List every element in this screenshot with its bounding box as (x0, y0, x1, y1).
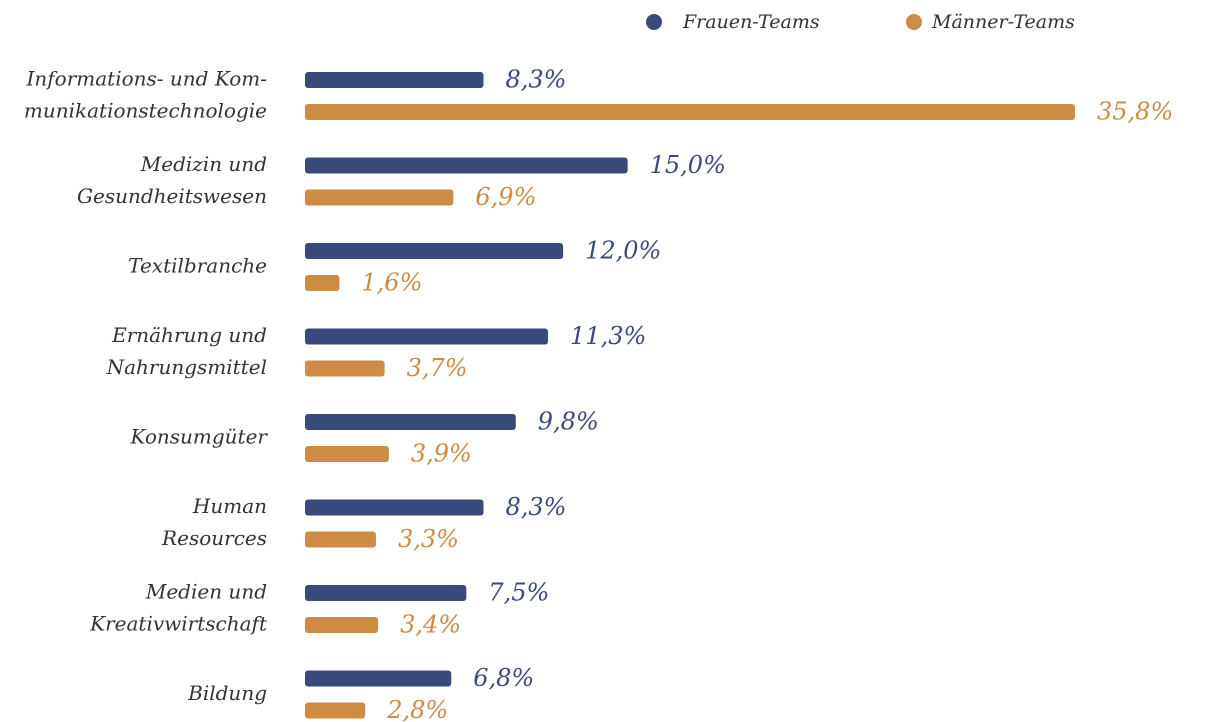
bar (305, 189, 454, 206)
value-label: 15,0% (650, 151, 726, 179)
bar (305, 72, 484, 88)
bar (305, 275, 340, 291)
value-label: 3,4% (400, 611, 461, 639)
bar (305, 702, 366, 719)
category-label: Gesundheitswesen (77, 184, 267, 208)
category-label: Human (192, 494, 267, 518)
bar (305, 617, 379, 633)
value-label: 3,3% (398, 525, 459, 553)
legend-marker (646, 14, 662, 30)
bar (305, 104, 1075, 120)
category-label: Kreativwirtschaft (89, 612, 268, 636)
category-label: Medizin und (140, 152, 267, 176)
value-label: 3,7% (407, 354, 468, 382)
value-label: 2,8% (386, 696, 448, 722)
legend-label: Frauen-Teams (682, 11, 820, 33)
legend-marker (906, 14, 922, 30)
bar (305, 243, 564, 259)
value-label: 8,3% (506, 493, 567, 521)
value-label: 3,9% (411, 440, 472, 468)
value-label: 6,9% (475, 183, 536, 211)
value-label: 7,5% (488, 579, 549, 607)
category-label: Informations- und Kom- (26, 67, 268, 91)
bar (305, 157, 628, 174)
bar (305, 360, 385, 377)
category-label: Resources (161, 526, 267, 550)
bar (305, 446, 389, 462)
category-label: Konsumgüter (129, 425, 268, 449)
bar (305, 670, 452, 687)
category-label: Ernährung und (111, 323, 267, 347)
value-label: 8,3% (506, 66, 567, 94)
value-label: 9,8% (538, 408, 599, 436)
bar (305, 414, 516, 430)
category-label: munikationstechnologie (24, 99, 267, 123)
value-label: 35,8% (1097, 98, 1173, 126)
value-label: 6,8% (473, 664, 534, 692)
category-label: Textilbranche (128, 254, 267, 278)
value-label: 1,6% (361, 269, 422, 297)
bar (305, 531, 376, 548)
bar (305, 585, 467, 601)
value-label: 11,3% (570, 322, 646, 350)
legend-label: Männer-Teams (931, 11, 1075, 33)
category-label: Bildung (187, 681, 267, 705)
bar (305, 328, 549, 345)
value-label: 12,0% (585, 237, 661, 265)
category-label: Medien und (145, 580, 267, 604)
category-label: Nahrungsmittel (106, 355, 267, 379)
bar (305, 499, 484, 516)
